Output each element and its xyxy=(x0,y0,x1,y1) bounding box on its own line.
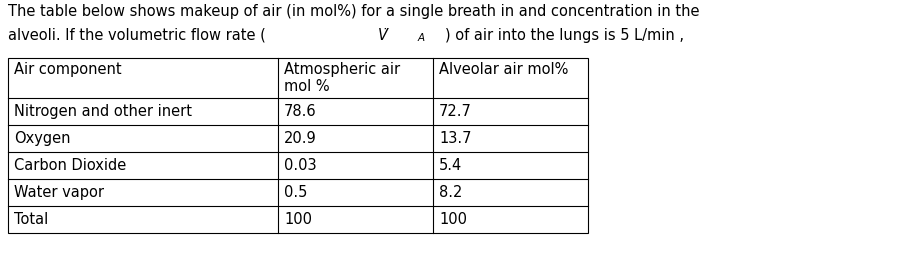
Text: Oxygen: Oxygen xyxy=(14,131,70,146)
Text: 100: 100 xyxy=(439,212,467,227)
Text: 78.6: 78.6 xyxy=(284,104,317,119)
Text: V̇: V̇ xyxy=(378,28,388,43)
Text: A: A xyxy=(417,33,425,43)
Text: 8.2: 8.2 xyxy=(439,185,462,200)
Text: The table below shows makeup of air (in mol%) for a single breath in and concent: The table below shows makeup of air (in … xyxy=(8,4,699,19)
Text: 0.03: 0.03 xyxy=(284,158,317,173)
Text: Air component: Air component xyxy=(14,62,121,77)
Text: 13.7: 13.7 xyxy=(439,131,471,146)
Text: alveoli. If the volumetric flow rate (: alveoli. If the volumetric flow rate ( xyxy=(8,28,266,43)
Text: 20.9: 20.9 xyxy=(284,131,317,146)
Text: ) of air into the lungs is 5 L/min ,: ) of air into the lungs is 5 L/min , xyxy=(445,28,684,43)
Text: Water vapor: Water vapor xyxy=(14,185,104,200)
Bar xyxy=(8,58,588,233)
Text: Nitrogen and other inert: Nitrogen and other inert xyxy=(14,104,192,119)
Text: 100: 100 xyxy=(284,212,312,227)
Text: Atmospheric air
mol %: Atmospheric air mol % xyxy=(284,62,400,94)
Text: Carbon Dioxide: Carbon Dioxide xyxy=(14,158,126,173)
Text: 5.4: 5.4 xyxy=(439,158,462,173)
Text: 0.5: 0.5 xyxy=(284,185,308,200)
Text: 72.7: 72.7 xyxy=(439,104,472,119)
Text: Total: Total xyxy=(14,212,48,227)
Text: Alveolar air mol%: Alveolar air mol% xyxy=(439,62,569,77)
